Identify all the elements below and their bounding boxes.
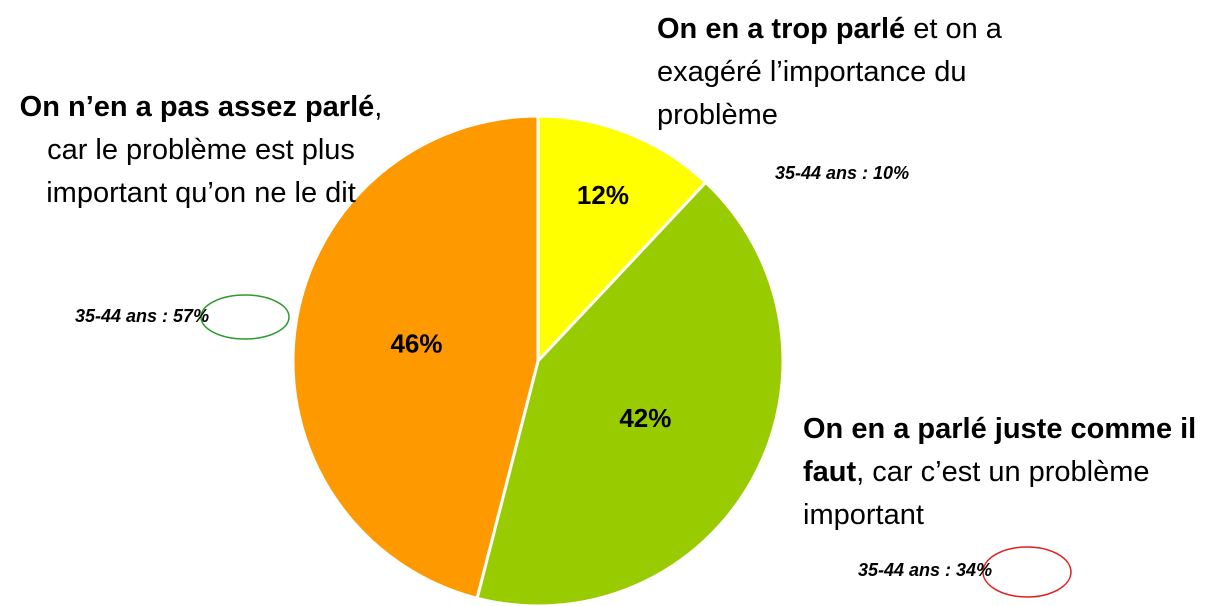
annotation: 35-44 ans : 34% (858, 560, 993, 580)
label-text: , car c’est un problème important (803, 456, 1150, 531)
label-bold: On en a trop parlé (657, 13, 906, 45)
pie-slice (475, 180, 785, 606)
label-bold: On en a parlé juste comme il faut (803, 413, 1197, 488)
pie-slice (536, 114, 708, 365)
highlight-ellipse (200, 294, 290, 340)
category-label: On en a parlé juste comme il faut, car c… (803, 408, 1203, 537)
category-label: On n’en a pas assez parlé, car le problè… (15, 86, 387, 215)
category-label: On en a trop parlé et on a exagéré l’imp… (657, 8, 1093, 137)
data-label: 42% (619, 403, 671, 433)
data-label: 12% (577, 180, 629, 210)
data-label: 46% (390, 329, 442, 359)
annotation: 35-44 ans : 57% (75, 306, 210, 326)
highlight-ellipse (982, 546, 1072, 598)
pie-slice (291, 114, 540, 601)
label-bold: On n’en a pas assez parlé (19, 91, 375, 123)
label-text: et on a exagéré l’importance du problème (657, 13, 1002, 131)
annotation: 35-44 ans : 10% (775, 163, 910, 183)
label-text: , car le problème est plus important qu’… (46, 91, 383, 209)
